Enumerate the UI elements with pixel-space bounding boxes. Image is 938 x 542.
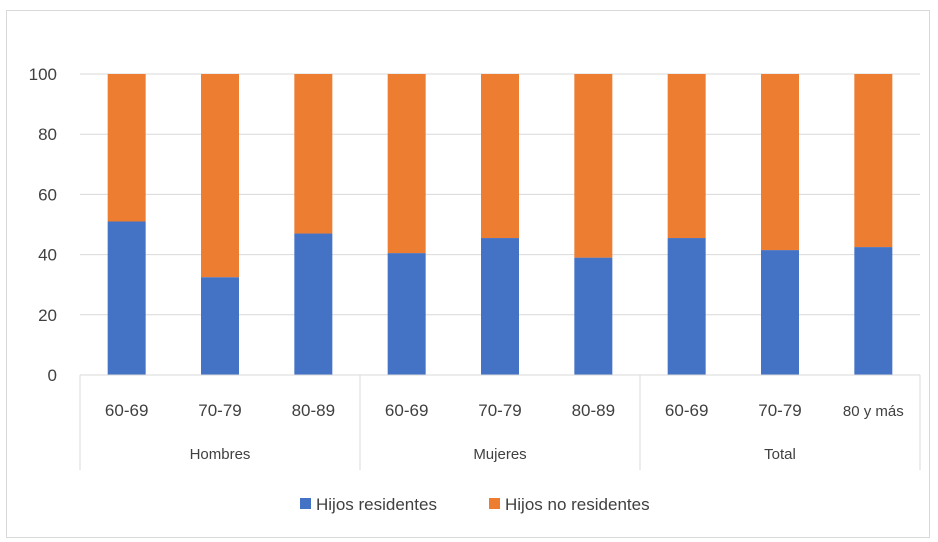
y-tick-labels: 0 20 40 60 80 100 <box>29 65 57 385</box>
x-tick-label-7: 70-79 <box>758 401 801 420</box>
bar-hijos-no-residentes-6 <box>667 74 706 239</box>
bar-hijos-residentes-0 <box>107 221 146 375</box>
legend-label-hijos-residentes: Hijos residentes <box>316 495 437 514</box>
y-tick-label-0: 0 <box>48 366 57 385</box>
y-tick-label-100: 100 <box>29 65 57 84</box>
bar-hijos-no-residentes-0 <box>107 74 146 222</box>
x-tick-label-4: 70-79 <box>478 401 521 420</box>
group-label-mujeres: Mujeres <box>473 446 526 463</box>
bars <box>107 74 893 375</box>
bar-hijos-no-residentes-3 <box>387 74 426 254</box>
bar-hijos-no-residentes-5 <box>574 74 613 258</box>
bar-hijos-residentes-6 <box>667 238 706 375</box>
x-tick-label-3: 60-69 <box>385 401 428 420</box>
group-labels: Hombres Mujeres Total <box>190 446 796 463</box>
x-tick-label-6: 60-69 <box>665 401 708 420</box>
x-tick-label-1: 70-79 <box>198 401 241 420</box>
bar-hijos-no-residentes-7 <box>761 74 799 251</box>
bar-hijos-residentes-7 <box>761 250 799 375</box>
x-tick-label-5: 80-89 <box>572 401 615 420</box>
x-tick-label-8: 80 y más <box>843 403 904 420</box>
y-tick-label-60: 60 <box>38 185 57 204</box>
group-label-total: Total <box>764 446 796 463</box>
x-tick-labels: 60-69 70-79 80-89 60-69 70-79 80-89 60-69 70-79… <box>105 401 904 420</box>
legend: Hijos residentes Hijos no residentes <box>300 495 650 514</box>
bar-hijos-residentes-3 <box>387 253 426 375</box>
bar-hijos-residentes-8 <box>854 247 893 375</box>
bar-hijos-residentes-4 <box>481 238 519 375</box>
bar-hijos-residentes-1 <box>201 277 239 375</box>
x-tick-label-2: 80-89 <box>292 401 335 420</box>
legend-label-hijos-no-residentes: Hijos no residentes <box>505 495 650 514</box>
group-label-hombres: Hombres <box>190 446 251 463</box>
y-tick-label-40: 40 <box>38 246 57 265</box>
x-tick-label-0: 60-69 <box>105 401 148 420</box>
axes <box>79 374 921 470</box>
bar-hijos-no-residentes-2 <box>294 74 333 234</box>
bar-hijos-no-residentes-8 <box>854 74 893 248</box>
y-tick-label-20: 20 <box>38 306 57 325</box>
bar-hijos-no-residentes-1 <box>201 74 239 278</box>
y-tick-label-80: 80 <box>38 125 57 144</box>
bar-hijos-residentes-5 <box>574 257 613 375</box>
bar-hijos-residentes-2 <box>294 233 333 375</box>
bar-hijos-no-residentes-4 <box>481 74 519 239</box>
legend-swatch-hijos-residentes <box>300 498 311 509</box>
legend-swatch-hijos-no-residentes <box>489 498 500 509</box>
